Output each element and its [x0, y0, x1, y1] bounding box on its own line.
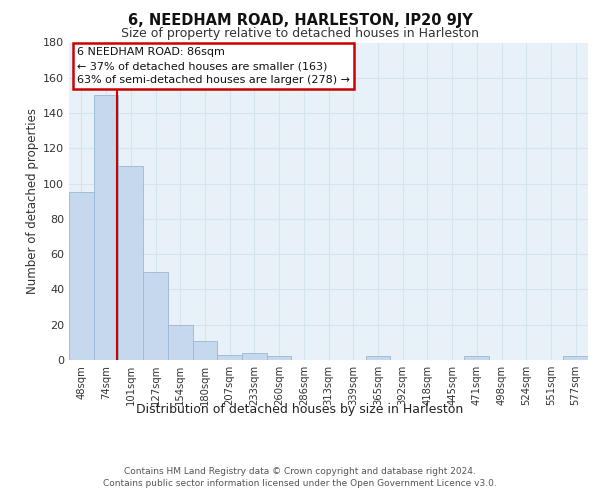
- Bar: [143, 272, 168, 360]
- Y-axis label: Number of detached properties: Number of detached properties: [26, 108, 39, 294]
- Text: 6, NEEDHAM ROAD, HARLESTON, IP20 9JY: 6, NEEDHAM ROAD, HARLESTON, IP20 9JY: [128, 12, 472, 28]
- Bar: [464, 356, 489, 360]
- Bar: [69, 192, 94, 360]
- Bar: [118, 166, 143, 360]
- Text: Contains HM Land Registry data © Crown copyright and database right 2024.: Contains HM Land Registry data © Crown c…: [124, 468, 476, 476]
- Text: 6 NEEDHAM ROAD: 86sqm
← 37% of detached houses are smaller (163)
63% of semi-det: 6 NEEDHAM ROAD: 86sqm ← 37% of detached …: [77, 48, 350, 86]
- Bar: [242, 353, 267, 360]
- Bar: [267, 356, 292, 360]
- Bar: [193, 340, 217, 360]
- Text: Distribution of detached houses by size in Harleston: Distribution of detached houses by size …: [136, 402, 464, 415]
- Bar: [217, 354, 242, 360]
- Text: Contains public sector information licensed under the Open Government Licence v3: Contains public sector information licen…: [103, 479, 497, 488]
- Text: Size of property relative to detached houses in Harleston: Size of property relative to detached ho…: [121, 28, 479, 40]
- Bar: [168, 324, 193, 360]
- Bar: [563, 356, 588, 360]
- Bar: [94, 96, 118, 360]
- Bar: [365, 356, 390, 360]
